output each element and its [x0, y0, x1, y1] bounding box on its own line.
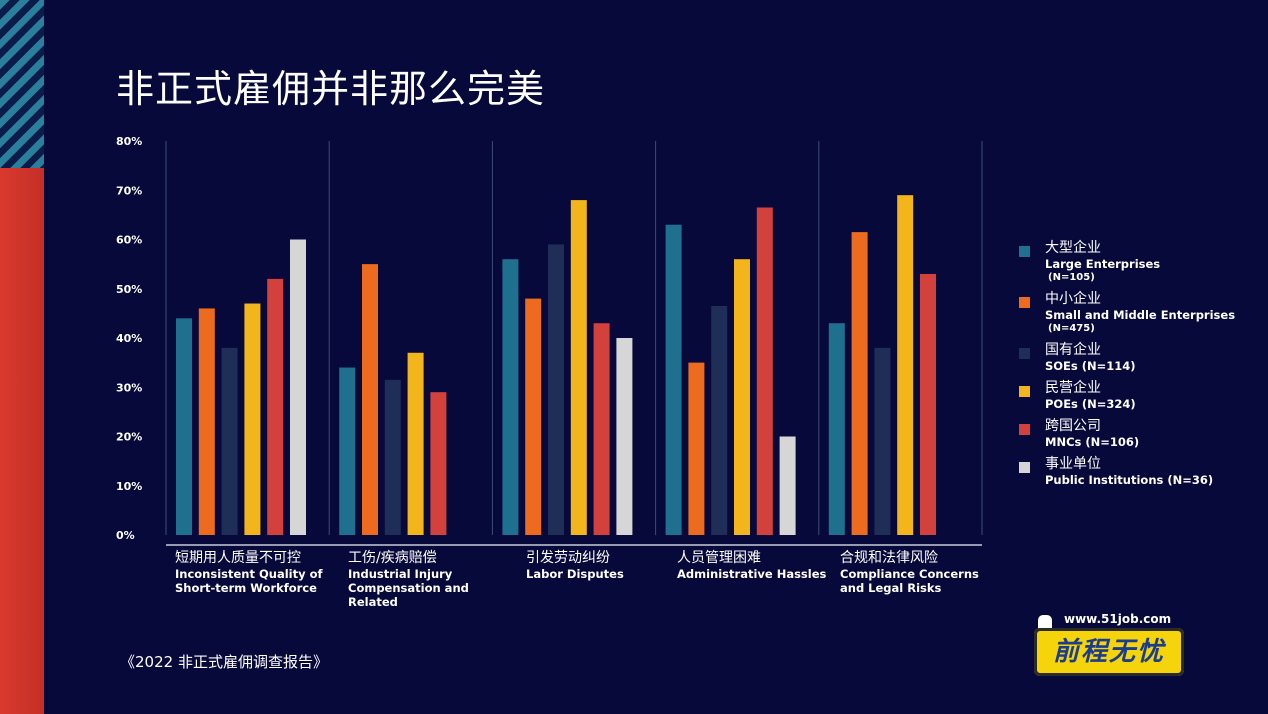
- bar: [407, 352, 424, 535]
- logo-url: www.51job.com: [1064, 612, 1172, 626]
- legend-label-zh: 大型企业: [1045, 240, 1101, 256]
- category-label-zh: 工伤/疾病赔偿: [348, 550, 437, 566]
- bar: [779, 436, 796, 535]
- legend-label-n: (N=475): [1048, 323, 1095, 334]
- bar: [593, 323, 610, 535]
- bar: [756, 207, 773, 536]
- legend-item: 中小企业 Small and Middle Enterprises (N=475): [1017, 291, 1257, 335]
- company-logo: www.51job.com 前程无忧: [1034, 612, 1186, 678]
- y-tick-label: 70%: [116, 184, 142, 197]
- legend-item: 国有企业 SOEs (N=114): [1017, 342, 1257, 373]
- bar: [851, 232, 868, 536]
- category-label-en: Administrative Hassles: [677, 567, 827, 581]
- legend-label-en: Small and Middle Enterprises: [1045, 308, 1236, 322]
- legend-label-zh: 跨国公司: [1045, 418, 1101, 434]
- bar: [874, 347, 891, 535]
- category-label-en: Labor Disputes: [526, 567, 624, 581]
- y-tick-label: 50%: [116, 283, 142, 296]
- y-tick-label: 10%: [116, 480, 142, 493]
- category-label: 合规和法律风险 Compliance Concerns and Legal Ris…: [840, 549, 1004, 595]
- legend-item: 大型企业 Large Enterprises (N=105): [1017, 240, 1257, 284]
- y-tick-label: 60%: [116, 234, 142, 247]
- bar: [525, 298, 542, 535]
- category-label-zh: 短期用人质量不可控: [175, 550, 301, 566]
- source-citation: 《2022 非正式雇佣调查报告》: [120, 653, 328, 671]
- bar: [548, 244, 564, 536]
- legend-swatch: [1019, 386, 1030, 397]
- bar: [665, 224, 682, 535]
- logo-text: 前程无忧: [1052, 637, 1165, 667]
- legend-swatch: [1019, 246, 1030, 257]
- bar: [920, 273, 936, 535]
- y-tick-label: 30%: [116, 381, 142, 394]
- bar: [570, 200, 587, 535]
- legend-label-zh: 事业单位: [1045, 456, 1101, 472]
- bar: [828, 323, 845, 535]
- bar: [430, 392, 447, 535]
- legend-label-zh: 中小企业: [1045, 291, 1101, 307]
- legend-swatch: [1019, 348, 1030, 359]
- bar: [616, 338, 633, 535]
- chart-legend: 大型企业 Large Enterprises (N=105) 中小企业 Small an…: [1017, 240, 1257, 494]
- decorative-red-bar: [0, 168, 44, 714]
- category-label: 引发劳动纠纷 Labor Disputes: [526, 549, 690, 581]
- y-tick-label: 0%: [116, 529, 135, 542]
- bar: [176, 318, 192, 535]
- legend-label-zh: 民营企业: [1045, 380, 1101, 396]
- legend-label-en: SOEs (N=114): [1045, 359, 1136, 373]
- legend-label-n: (N=105): [1048, 272, 1095, 283]
- y-tick-label: 80%: [116, 135, 142, 148]
- bar: [688, 362, 705, 535]
- legend-swatch: [1019, 297, 1030, 308]
- category-label-zh: 人员管理困难: [677, 550, 761, 566]
- legend-item: 民营企业 POEs (N=324): [1017, 380, 1257, 411]
- y-tick-label: 40%: [116, 332, 142, 345]
- bar: [502, 259, 519, 535]
- category-label-zh: 引发劳动纠纷: [526, 550, 610, 566]
- category-label-en: Compliance Concerns and Legal Risks: [840, 567, 979, 595]
- legend-swatch: [1019, 424, 1030, 435]
- legend-swatch: [1019, 462, 1030, 473]
- bar: [897, 195, 914, 536]
- logo-badge: 前程无忧: [1034, 628, 1184, 676]
- bar: [362, 264, 378, 535]
- category-label-en: Industrial Injury Compensation and Relat…: [348, 567, 469, 609]
- legend-label-en: POEs (N=324): [1045, 397, 1136, 411]
- legend-item: 事业单位 Public Institutions (N=36): [1017, 456, 1257, 487]
- category-label: 短期用人质量不可控 Inconsistent Quality of Short-t…: [175, 549, 339, 595]
- category-label-zh: 合规和法律风险: [840, 550, 938, 566]
- legend-label-en: Public Institutions (N=36): [1045, 473, 1214, 487]
- bar: [221, 347, 238, 535]
- page-title: 非正式雇佣并非那么完美: [116, 67, 546, 111]
- bar: [198, 308, 215, 535]
- bar: [290, 239, 306, 535]
- bar: [267, 278, 284, 535]
- bar: [244, 303, 261, 535]
- legend-item: 跨国公司 MNCs (N=106): [1017, 418, 1257, 449]
- legend-label-zh: 国有企业: [1045, 342, 1101, 358]
- decorative-stripes: [0, 0, 44, 168]
- bar: [384, 379, 401, 535]
- category-label: 人员管理困难 Administrative Hassles: [677, 549, 841, 581]
- legend-label-en: Large Enterprises: [1045, 257, 1161, 271]
- bar: [734, 259, 750, 535]
- legend-label-en: MNCs (N=106): [1045, 435, 1140, 449]
- bar: [339, 367, 356, 535]
- category-label: 工伤/疾病赔偿 Industrial Injury Compensation an…: [348, 549, 512, 609]
- bar: [711, 305, 728, 535]
- y-tick-label: 20%: [116, 431, 142, 444]
- category-label-en: Inconsistent Quality of Short-term Workf…: [175, 567, 323, 595]
